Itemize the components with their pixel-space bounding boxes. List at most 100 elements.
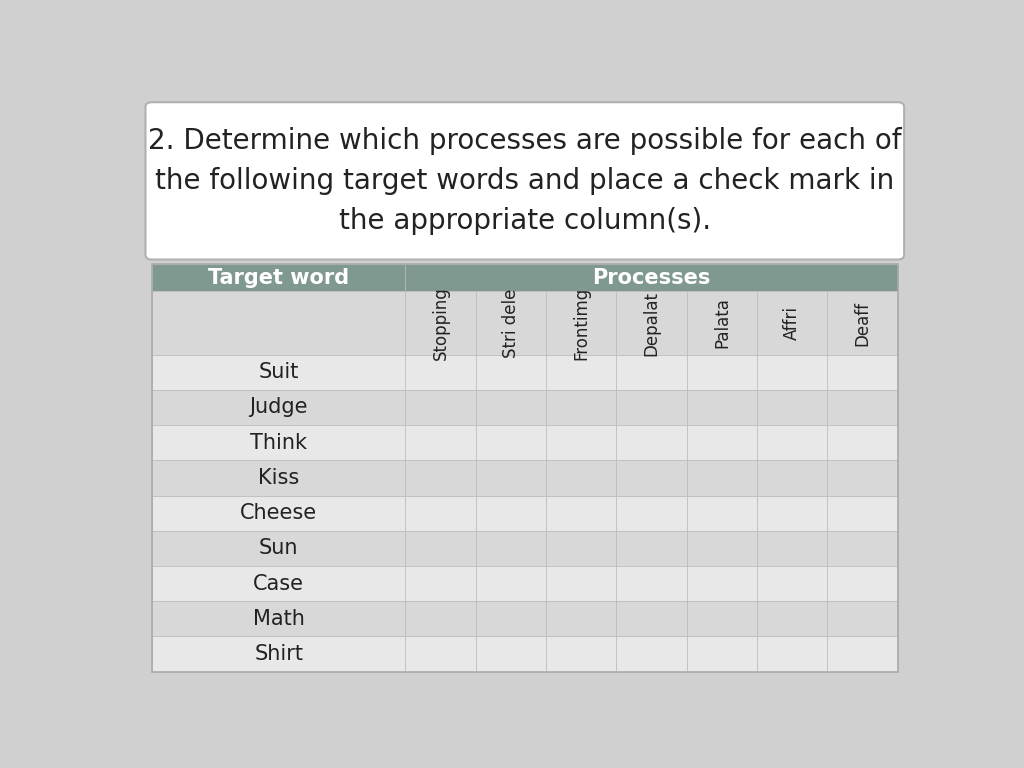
Bar xyxy=(546,425,616,460)
Text: Sun: Sun xyxy=(259,538,298,558)
Bar xyxy=(616,601,687,637)
Bar xyxy=(757,601,827,637)
Text: Frontimg: Frontimg xyxy=(572,286,590,359)
Bar xyxy=(152,460,406,495)
Bar xyxy=(616,355,687,390)
Bar xyxy=(546,355,616,390)
Bar xyxy=(152,637,406,672)
Bar xyxy=(476,425,546,460)
Bar xyxy=(616,637,687,672)
Bar xyxy=(476,637,546,672)
Bar xyxy=(546,291,616,355)
Bar xyxy=(757,291,827,355)
Bar xyxy=(546,495,616,531)
Bar xyxy=(546,637,616,672)
Bar xyxy=(827,601,898,637)
Bar xyxy=(827,495,898,531)
Bar xyxy=(406,495,476,531)
Bar xyxy=(406,566,476,601)
Bar xyxy=(152,531,406,566)
Bar xyxy=(476,495,546,531)
Bar xyxy=(687,291,757,355)
Bar xyxy=(152,263,898,672)
Text: Cheese: Cheese xyxy=(240,503,317,523)
Bar xyxy=(616,566,687,601)
Text: Think: Think xyxy=(250,432,307,452)
Bar xyxy=(757,425,827,460)
Bar xyxy=(827,637,898,672)
Bar xyxy=(687,495,757,531)
Bar xyxy=(687,637,757,672)
Bar xyxy=(687,355,757,390)
Bar xyxy=(406,601,476,637)
Bar xyxy=(546,601,616,637)
Bar xyxy=(406,637,476,672)
Bar xyxy=(616,390,687,425)
Bar xyxy=(406,263,898,291)
Bar xyxy=(616,460,687,495)
Bar xyxy=(757,460,827,495)
Text: Palata: Palata xyxy=(713,297,731,349)
Bar xyxy=(406,390,476,425)
Bar xyxy=(152,566,406,601)
Bar xyxy=(476,355,546,390)
Bar xyxy=(827,460,898,495)
Bar xyxy=(687,460,757,495)
Bar xyxy=(687,390,757,425)
Bar xyxy=(687,531,757,566)
Bar xyxy=(616,291,687,355)
Bar xyxy=(546,460,616,495)
Bar xyxy=(687,566,757,601)
Bar xyxy=(406,460,476,495)
Bar xyxy=(476,531,546,566)
Bar xyxy=(827,425,898,460)
Bar xyxy=(687,425,757,460)
Bar xyxy=(406,291,476,355)
Text: Target word: Target word xyxy=(208,267,349,287)
Bar xyxy=(152,291,406,355)
Bar xyxy=(757,495,827,531)
Bar xyxy=(152,495,406,531)
Text: Depalat: Depalat xyxy=(643,290,660,356)
Bar xyxy=(152,601,406,637)
Text: Suit: Suit xyxy=(258,362,299,382)
Bar xyxy=(827,390,898,425)
Bar xyxy=(827,531,898,566)
Bar xyxy=(757,355,827,390)
Bar xyxy=(757,566,827,601)
Bar xyxy=(152,263,406,291)
Text: Deaff: Deaff xyxy=(854,300,871,346)
Bar xyxy=(152,390,406,425)
Bar xyxy=(546,390,616,425)
Bar xyxy=(616,531,687,566)
Bar xyxy=(476,566,546,601)
Bar xyxy=(406,531,476,566)
Bar xyxy=(757,390,827,425)
Text: Processes: Processes xyxy=(593,267,711,287)
Bar xyxy=(406,425,476,460)
Bar xyxy=(476,460,546,495)
Text: Math: Math xyxy=(253,609,304,629)
Bar xyxy=(546,531,616,566)
Bar xyxy=(757,637,827,672)
Text: Stopping: Stopping xyxy=(431,286,450,360)
Bar xyxy=(616,425,687,460)
Text: Stri dele: Stri dele xyxy=(502,288,520,358)
Bar xyxy=(616,495,687,531)
Bar xyxy=(152,425,406,460)
Text: Judge: Judge xyxy=(250,398,308,418)
Text: Case: Case xyxy=(253,574,304,594)
Bar xyxy=(476,601,546,637)
Bar xyxy=(546,566,616,601)
Bar xyxy=(757,531,827,566)
Text: Shirt: Shirt xyxy=(254,644,303,664)
Bar xyxy=(827,291,898,355)
Text: 2. Determine which processes are possible for each of
the following target words: 2. Determine which processes are possibl… xyxy=(148,127,901,235)
Bar xyxy=(476,291,546,355)
Text: Affri: Affri xyxy=(783,306,802,340)
Text: Kiss: Kiss xyxy=(258,468,299,488)
Bar xyxy=(687,601,757,637)
Bar xyxy=(827,566,898,601)
Bar xyxy=(827,355,898,390)
Bar xyxy=(152,355,406,390)
